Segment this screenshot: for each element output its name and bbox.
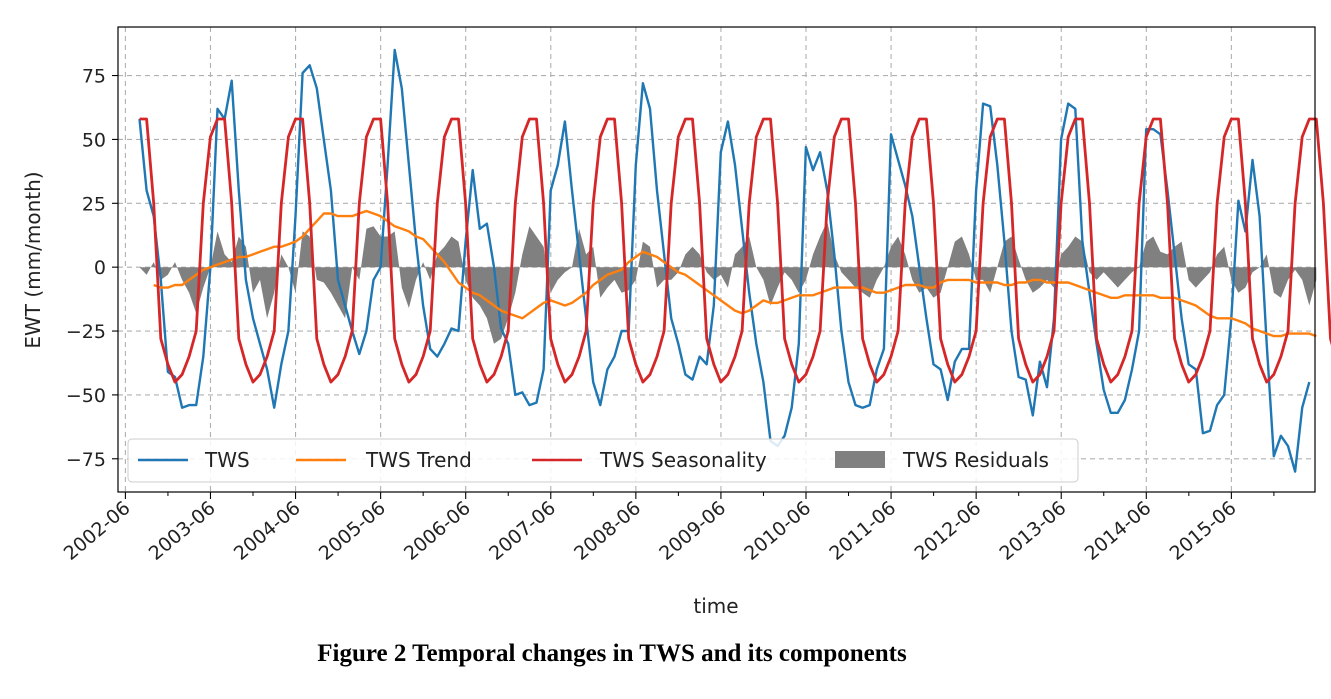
x-tick-label: 2012-06 — [910, 497, 985, 565]
series-tws-seasonality-line — [139, 117, 1331, 384]
x-tick-label: 2008-06 — [570, 497, 645, 565]
grid-lines — [118, 27, 1315, 492]
x-tick-label: 2003-06 — [145, 497, 220, 565]
x-tick-label: 2007-06 — [485, 497, 560, 565]
legend-label-tws-seasonality: TWS Seasonality — [599, 448, 767, 472]
legend-label-tws-trend: TWS Trend — [365, 448, 472, 472]
x-tick-label: 2005-06 — [315, 497, 390, 565]
series-tws-residuals-area — [139, 221, 1317, 344]
y-tick-label: 75 — [82, 66, 106, 88]
series-layer — [138, 48, 1331, 473]
series-tws-trend-line — [153, 209, 1317, 338]
legend-swatch-tws-residuals — [835, 451, 885, 468]
x-tick-label: 2015-06 — [1166, 497, 1241, 565]
x-tick-label: 2010-06 — [740, 497, 815, 565]
x-axis-label: time — [693, 594, 738, 618]
legend-label-tws: TWS — [204, 448, 250, 472]
y-tick-label: 50 — [82, 129, 106, 151]
x-tick-label: 2014-06 — [1081, 497, 1156, 565]
y-tick-label: −25 — [66, 321, 106, 343]
series-tws-line — [138, 48, 1311, 473]
plot-frame — [117, 26, 1316, 493]
x-tick-label: 2009-06 — [655, 497, 730, 565]
x-tick-label: 2013-06 — [995, 497, 1070, 565]
figure-caption: Figure 2 Temporal changes in TWS and its… — [317, 640, 907, 667]
y-axis-label: EWT (mm/month) — [21, 171, 45, 348]
x-tick-label: 2011-06 — [825, 497, 900, 565]
y-tick-label: −75 — [66, 449, 106, 471]
y-tick-label: 25 — [82, 193, 106, 215]
legend-box — [127, 438, 1079, 483]
x-tick-label: 2006-06 — [400, 497, 475, 565]
x-tick-label: 2004-06 — [230, 497, 305, 565]
y-tick-label: −50 — [66, 385, 106, 407]
legend-label-tws-residuals: TWS Residuals — [902, 448, 1049, 472]
legend: TWS TWS Trend TWS Seasonality TWS Residuals — [127, 438, 1079, 483]
y-tick-label: 0 — [94, 257, 106, 279]
x-tick-label: 2002-06 — [60, 497, 135, 565]
